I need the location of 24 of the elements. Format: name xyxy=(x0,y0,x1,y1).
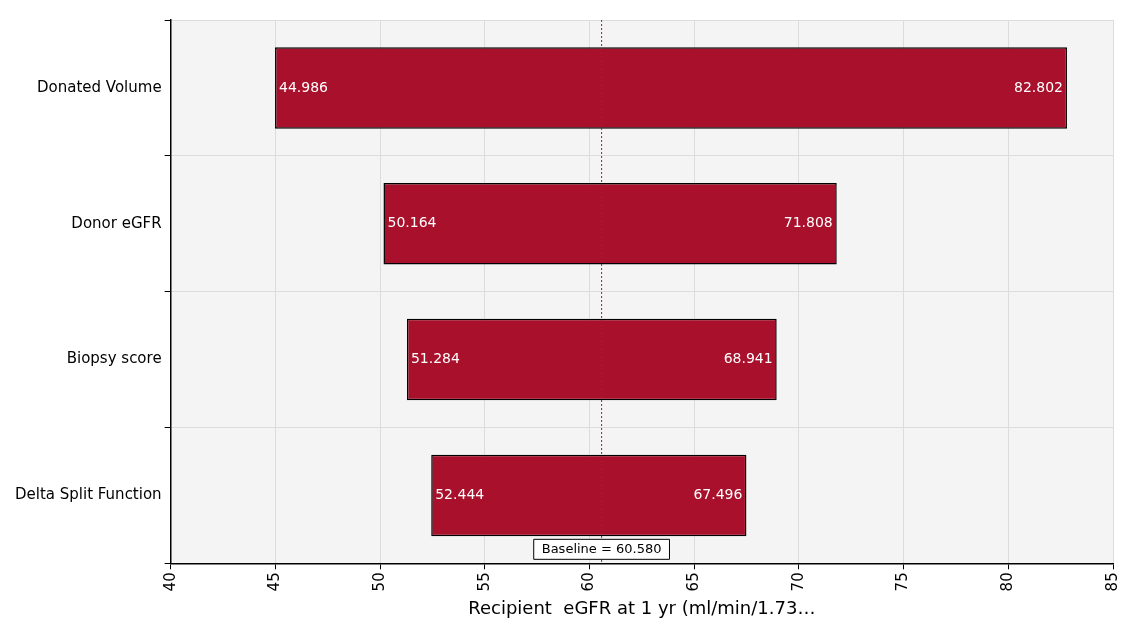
y-tick-label: Donated Volume xyxy=(36,77,162,96)
ref-line-label: Baseline = 60.580 xyxy=(541,540,662,556)
y-tick-label: Delta Split Function xyxy=(14,485,162,504)
annotation: 51.284 xyxy=(410,350,460,367)
y-tick-label: Biopsy score xyxy=(66,349,162,368)
annotation: 67.496 xyxy=(693,486,743,503)
x-tick-label: 50 xyxy=(369,572,388,592)
x-tick-label: 60 xyxy=(579,572,598,592)
annotation: 44.986 xyxy=(279,78,329,95)
x-tick-label: 65 xyxy=(684,572,703,592)
x-tick-label: 45 xyxy=(265,572,284,592)
x-axis-title: Recipient eGFR at 1 yr (ml/min/1.73… xyxy=(468,596,816,618)
x-tick-label: 40 xyxy=(160,572,179,592)
y-tick-label: Donor eGFR xyxy=(71,213,162,232)
x-tick-label: 85 xyxy=(1102,572,1121,592)
annotation: 82.802 xyxy=(1013,78,1063,95)
x-tick-label: 70 xyxy=(788,572,807,592)
annotation: 52.444 xyxy=(435,486,485,503)
x-tick-label: 55 xyxy=(474,572,493,592)
annotation: 50.164 xyxy=(387,214,437,231)
annotation: 68.941 xyxy=(723,350,773,367)
x-tick-label: 80 xyxy=(998,572,1017,592)
x-tick-label: 75 xyxy=(893,572,912,592)
annotation: 71.808 xyxy=(783,214,833,231)
